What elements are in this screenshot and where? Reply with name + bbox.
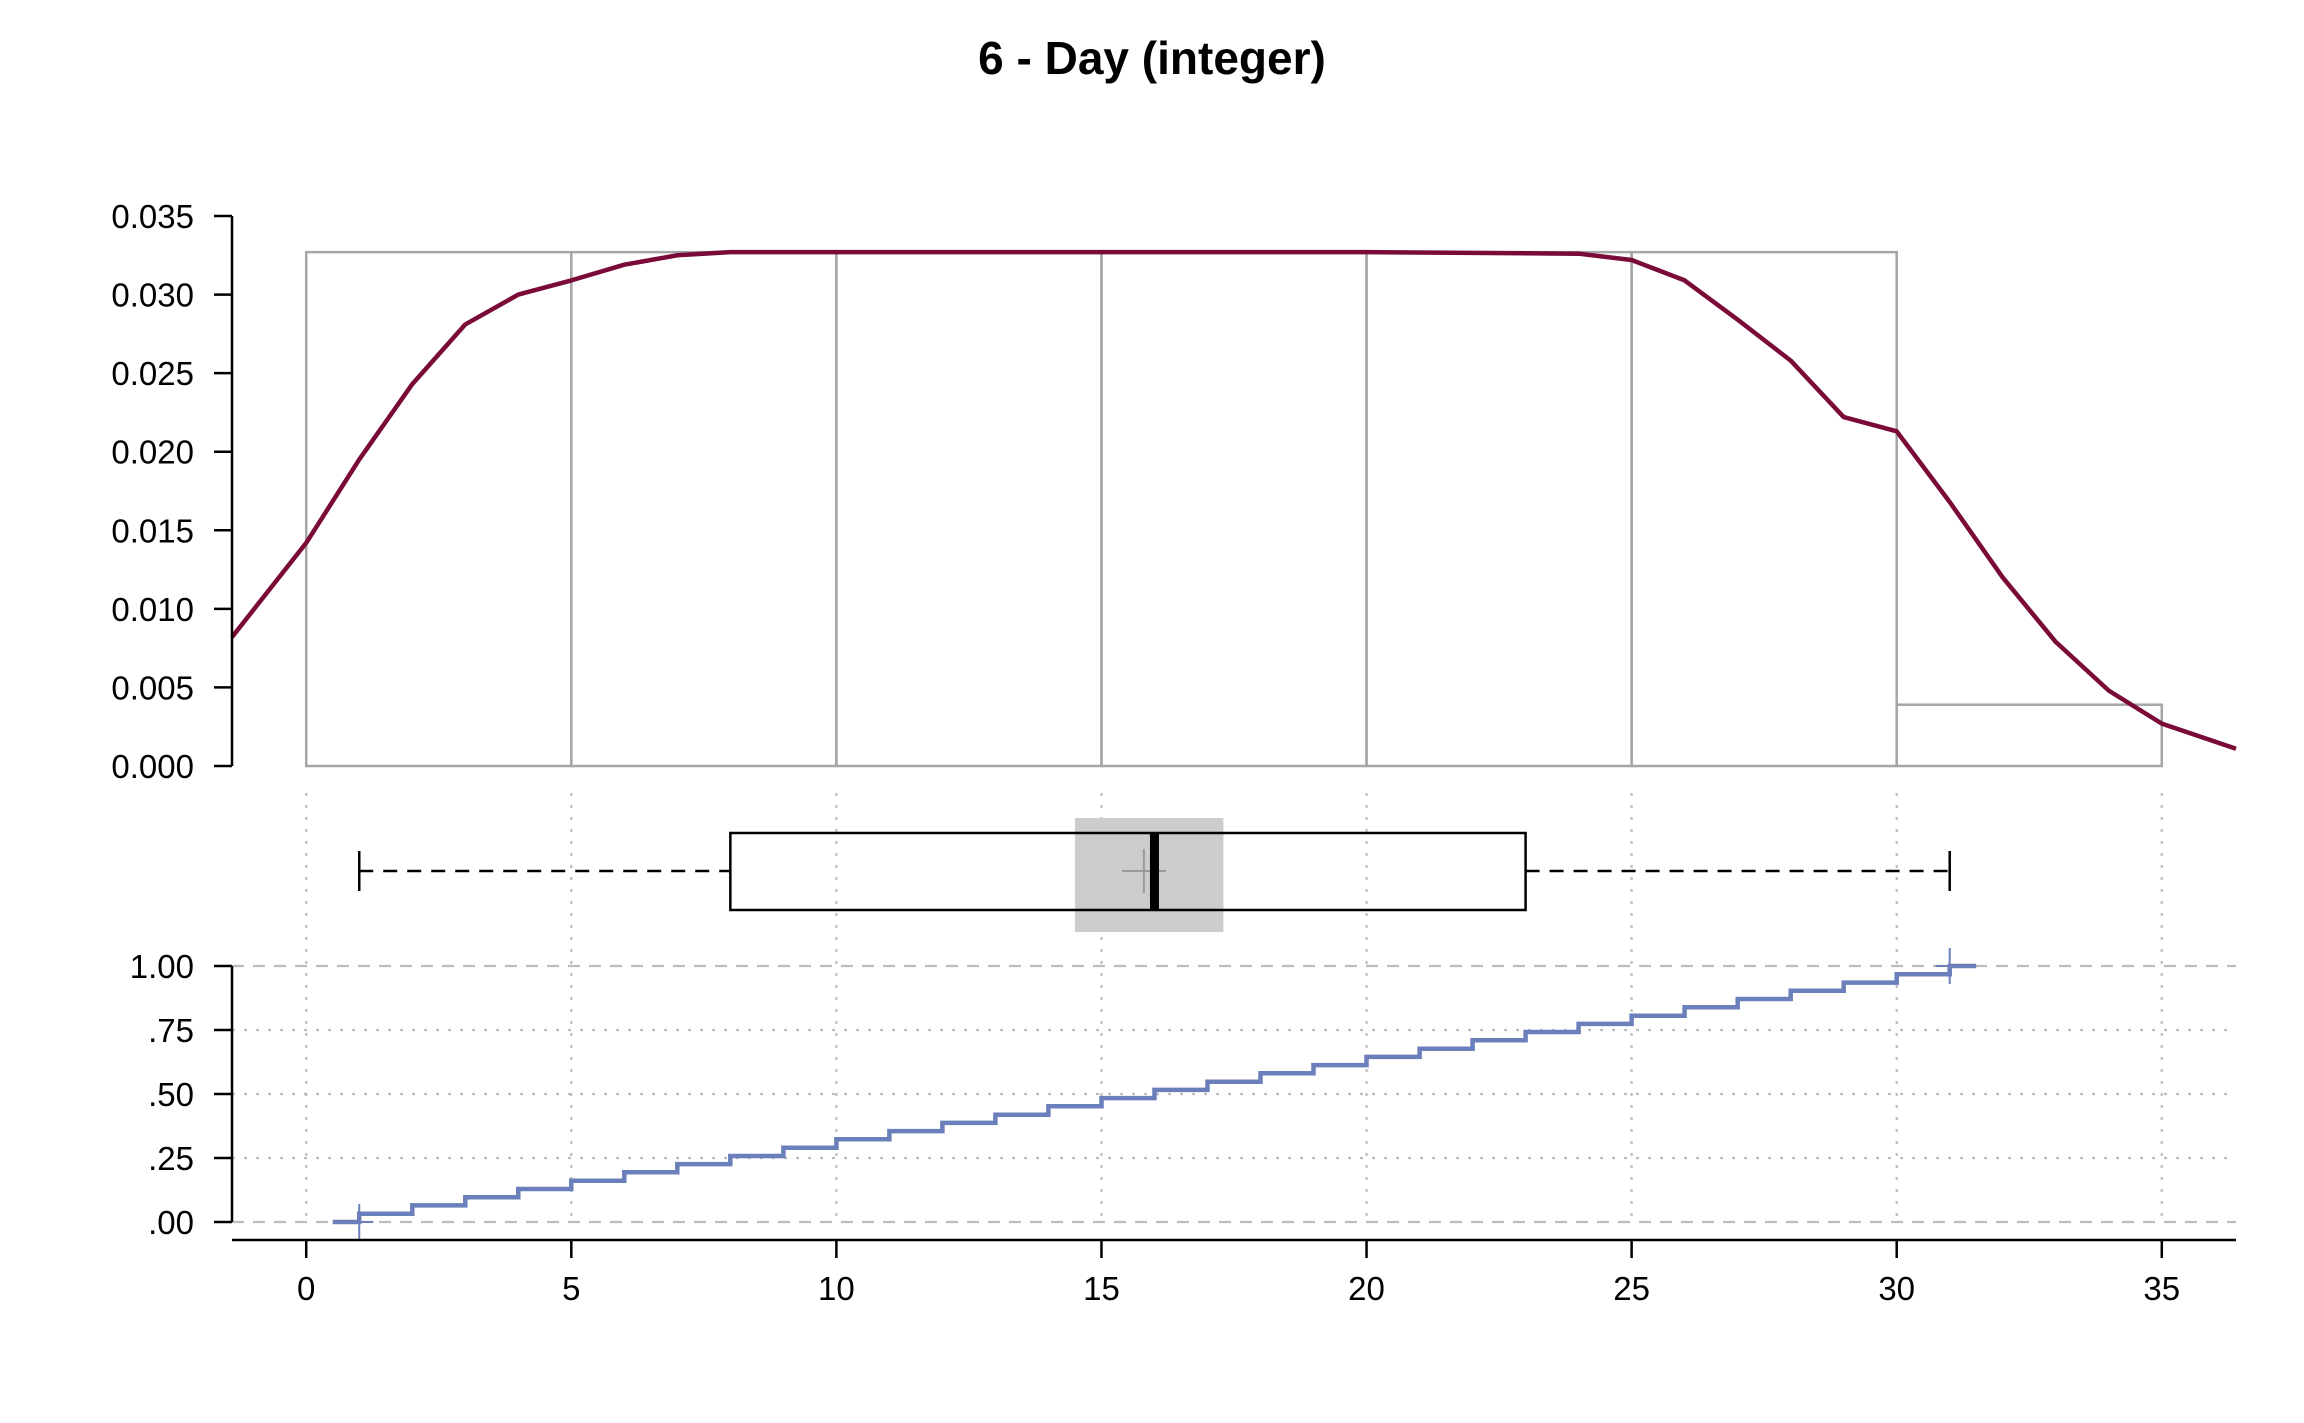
histogram-y-axis: 0.000 0.005 0.010 0.015 0.020 0.025 0.030 0.035 bbox=[111, 198, 234, 785]
y-tick-label: 0.020 bbox=[111, 434, 194, 471]
histogram-bar bbox=[1365, 250, 1633, 768]
x-axis: 0 5 10 15 20 25 30 35 bbox=[232, 1238, 2236, 1307]
histogram-bar bbox=[1895, 703, 2164, 768]
histogram-bar bbox=[570, 250, 838, 768]
y-tick-label: 0.000 bbox=[111, 748, 194, 785]
histogram-bar bbox=[835, 250, 1103, 768]
x-tick-label: 30 bbox=[1878, 1270, 1915, 1307]
y-tick-label: .25 bbox=[148, 1140, 194, 1177]
x-tick-label: 0 bbox=[297, 1270, 315, 1307]
y-tick-label: 0.005 bbox=[111, 669, 194, 706]
y-tick-label: 0.010 bbox=[111, 591, 194, 628]
vertical-gridlines bbox=[305, 793, 2163, 1222]
x-tick-label: 35 bbox=[2143, 1270, 2180, 1307]
histogram-panel: 0.000 0.005 0.010 0.015 0.020 0.025 0.030 0.035 bbox=[111, 198, 2237, 785]
chart-title: 6 - Day (integer) bbox=[978, 32, 1326, 84]
y-tick-label: 0.030 bbox=[111, 277, 194, 314]
y-tick-label: .50 bbox=[148, 1076, 194, 1113]
x-tick-label: 10 bbox=[818, 1270, 855, 1307]
y-tick-label: 0.035 bbox=[111, 198, 194, 235]
ecdf-step-line bbox=[332, 963, 1977, 1225]
interquartile-box bbox=[729, 831, 1527, 912]
histogram-bar bbox=[1100, 250, 1368, 768]
median-confidence-band bbox=[1074, 818, 1224, 932]
y-tick-label: .75 bbox=[148, 1012, 194, 1049]
x-tick-label: 5 bbox=[562, 1270, 580, 1307]
histogram-bar bbox=[1630, 250, 1898, 768]
boxplot-panel bbox=[305, 793, 2163, 1222]
y-tick-label: 1.00 bbox=[130, 948, 194, 985]
y-tick-label: 0.015 bbox=[111, 512, 194, 549]
ecdf-panel: .00 .25 .50 .75 1.00 0 5 10 15 20 25 30 35 bbox=[130, 948, 2236, 1307]
x-tick-label: 25 bbox=[1613, 1270, 1650, 1307]
y-tick-label: .00 bbox=[148, 1204, 194, 1241]
density-curve bbox=[230, 249, 2237, 751]
x-tick-label: 15 bbox=[1083, 1270, 1120, 1307]
y-tick-label: 0.025 bbox=[111, 355, 194, 392]
histogram-bar bbox=[304, 250, 573, 768]
ecdf-y-axis: .00 .25 .50 .75 1.00 bbox=[130, 948, 234, 1241]
x-tick-label: 20 bbox=[1348, 1270, 1385, 1307]
